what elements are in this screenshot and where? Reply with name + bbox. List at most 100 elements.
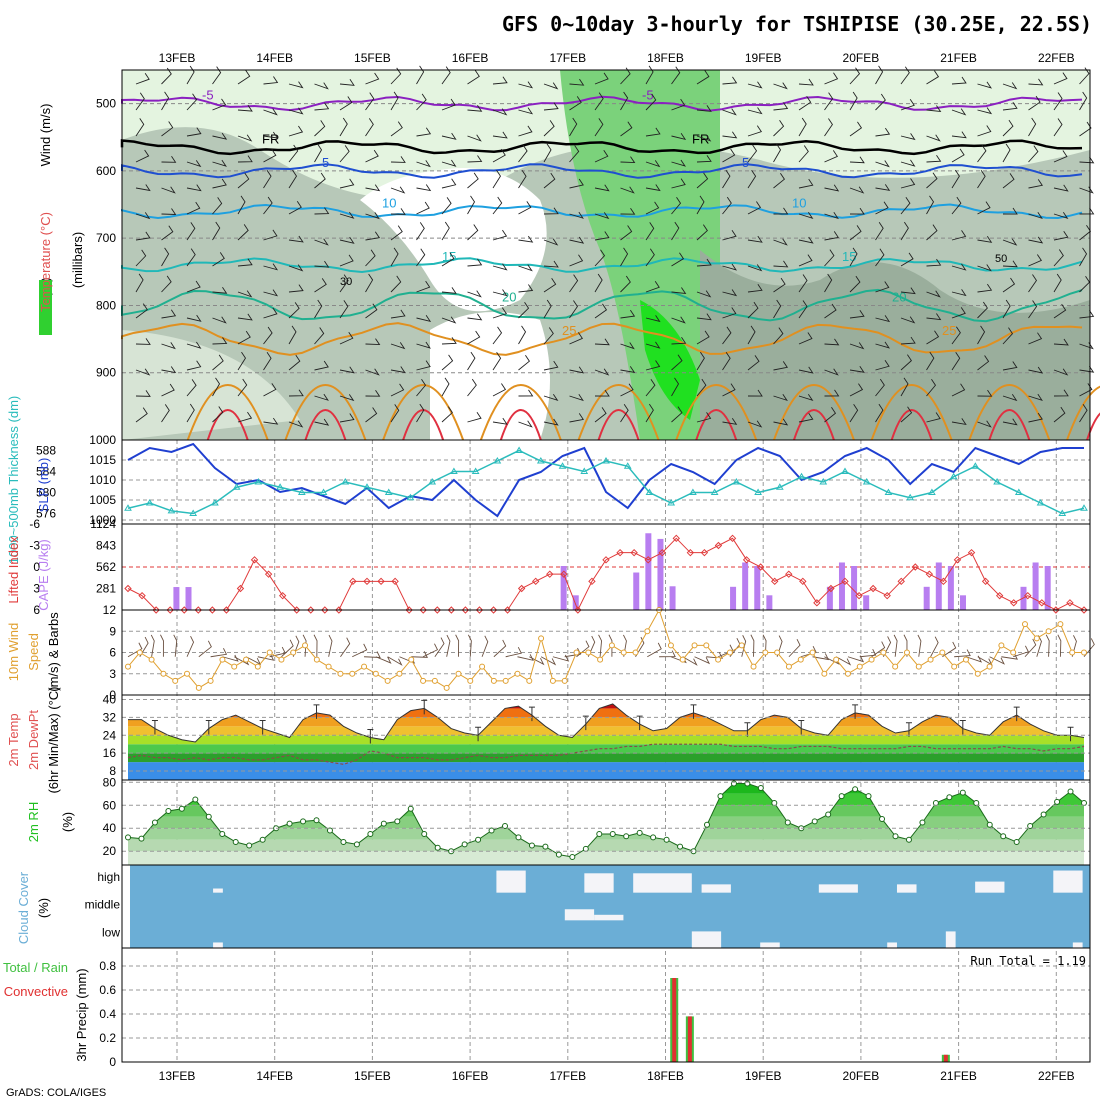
surface-wind-barb — [387, 656, 403, 666]
upper-wind-barb — [569, 117, 578, 137]
upper-wind-barb — [798, 393, 814, 402]
upper-wind-barb — [339, 274, 349, 293]
temp-minmax-bar — [744, 722, 751, 737]
li-tick-label: 6 — [33, 603, 40, 617]
precip-tick-label: 0.6 — [99, 983, 116, 997]
upper-wind-barb — [492, 326, 503, 345]
wind-speed-point — [538, 635, 545, 642]
upper-wind-barb — [824, 231, 840, 241]
upper-wind-barb — [900, 354, 912, 371]
upper-wind-barb — [926, 290, 941, 298]
surface-wind-barb — [989, 656, 1005, 665]
upper-wind-barb — [773, 82, 788, 90]
thickness-tick-label: 584 — [36, 465, 56, 479]
thickness-point — [493, 457, 502, 464]
upper-wind-barb — [849, 156, 865, 164]
wind-speed-point — [384, 677, 391, 684]
surface-wind-barb — [564, 647, 582, 658]
cloud-block — [945, 931, 956, 948]
rh-point — [650, 834, 657, 841]
upper-wind-barb — [900, 252, 914, 267]
upper-wind-barb — [1002, 102, 1018, 111]
isotherm-label: 20 — [502, 289, 516, 304]
thickness-point — [884, 488, 893, 495]
surface-wind-barb — [954, 649, 971, 658]
upper-wind-barb — [237, 70, 251, 85]
upper-wind-barb — [569, 236, 585, 244]
upper-wind-barb — [620, 121, 633, 137]
cloud-block — [818, 884, 858, 893]
upper-wind-barb — [926, 313, 942, 321]
isotherm-label: -5 — [202, 88, 214, 103]
isotherm-label: 25 — [562, 323, 576, 338]
wind-speed-point — [184, 670, 191, 677]
temp-series-line — [128, 703, 1085, 743]
wind-speed-point — [998, 642, 1005, 649]
upper-wind-barb — [416, 127, 432, 137]
pressure-tick-label: 500 — [96, 97, 116, 111]
upper-wind-barb — [594, 389, 610, 397]
upper-wind-barb — [365, 212, 380, 220]
upper-wind-barb — [951, 148, 965, 163]
upper-wind-barb — [620, 342, 635, 350]
upper-wind-barb — [467, 70, 480, 85]
upper-wind-barb — [161, 366, 177, 374]
upper-wind-barb — [722, 108, 737, 116]
wind-speed-point — [443, 684, 450, 691]
upper-wind-barb — [339, 254, 354, 267]
li-point — [799, 577, 807, 586]
wind-speed-point — [290, 649, 297, 656]
precip-conv-legend: Convective — [4, 984, 68, 999]
upper-wind-barb — [569, 145, 580, 163]
upper-wind-barb — [186, 201, 201, 215]
wind-speed-point — [927, 656, 934, 663]
upper-wind-barb — [722, 326, 732, 345]
upper-wind-barb — [875, 184, 891, 191]
upper-wind-barb — [926, 412, 941, 423]
cape-bar — [838, 562, 845, 610]
precip-tick-label: 0 — [109, 1055, 116, 1069]
upper-wind-barb — [977, 389, 993, 397]
thickness-series-line — [127, 449, 1085, 515]
rh-point — [192, 796, 199, 803]
wind-speed-point — [608, 642, 615, 649]
li-point — [391, 577, 399, 586]
thickness-point — [558, 462, 567, 469]
upper-wind-barb — [671, 133, 687, 140]
upper-wind-barb — [237, 330, 251, 345]
upper-wind-barb — [1053, 72, 1068, 85]
upper-wind-barb — [875, 315, 891, 323]
rh-point — [286, 820, 293, 827]
upper-wind-barb — [1002, 173, 1015, 189]
rh-point — [973, 799, 980, 806]
isotherm-label: 25 — [942, 323, 956, 338]
upper-wind-barb — [186, 127, 202, 137]
upper-wind-barb — [1079, 156, 1095, 164]
upper-wind-barb — [518, 169, 527, 189]
li-point — [981, 577, 990, 586]
upper-wind-barb — [1053, 184, 1069, 192]
thickness-point — [341, 478, 350, 485]
wind-speed-point — [361, 663, 368, 670]
surface-wind-barb — [186, 635, 195, 657]
upper-wind-barb — [798, 78, 814, 86]
surface-wind-barb — [173, 634, 178, 657]
upper-wind-barb — [441, 287, 457, 294]
upper-wind-barb — [747, 107, 763, 115]
upper-wind-barb — [773, 143, 782, 163]
upper-wind-barb — [696, 134, 712, 142]
rh-contour-label: 50 — [995, 253, 1007, 265]
upper-wind-barb — [722, 76, 738, 85]
upper-wind-barb — [390, 342, 406, 350]
upper-wind-barb — [645, 378, 656, 397]
temp-tick-label: 32 — [103, 710, 117, 724]
upper-wind-barb — [645, 315, 661, 323]
wind-speed-point — [243, 656, 250, 663]
thickness-point — [384, 488, 393, 495]
upper-wind-barb — [620, 207, 636, 215]
upper-wind-barb — [288, 284, 304, 293]
upper-wind-barb — [696, 105, 712, 112]
upper-wind-barb — [773, 260, 789, 268]
cape-bar — [754, 566, 761, 610]
upper-wind-barb — [441, 132, 457, 140]
